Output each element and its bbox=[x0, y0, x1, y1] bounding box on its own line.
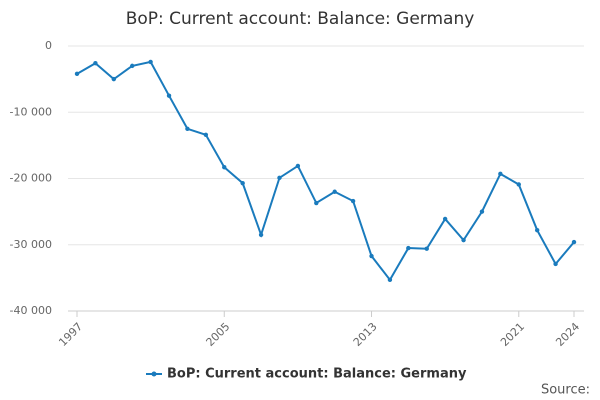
point bbox=[534, 227, 540, 233]
x-tick-label: 2024 bbox=[553, 320, 582, 349]
point bbox=[387, 277, 393, 283]
point bbox=[203, 132, 209, 137]
point bbox=[314, 200, 319, 206]
point bbox=[406, 245, 411, 251]
chart-title: BoP: Current account: Balance: Germany bbox=[126, 9, 475, 29]
line bbox=[76, 60, 575, 282]
y-tick-label: -10 000 bbox=[10, 105, 52, 118]
point bbox=[222, 165, 227, 170]
point bbox=[571, 239, 577, 245]
y-tick-label: -40 000 bbox=[10, 304, 52, 317]
point bbox=[111, 76, 117, 82]
point bbox=[74, 71, 80, 77]
point bbox=[332, 189, 337, 194]
point bbox=[424, 246, 429, 251]
y-tick-label: 0 bbox=[45, 39, 52, 52]
y-tick-label: -20 000 bbox=[10, 172, 52, 185]
y-tick-label: -30 000 bbox=[10, 238, 52, 251]
x-tick-label: 2005 bbox=[204, 320, 233, 349]
x-tick-label: 2021 bbox=[498, 320, 527, 349]
point bbox=[479, 209, 485, 214]
point bbox=[240, 180, 245, 186]
point bbox=[277, 175, 282, 181]
legend-label: BoP: Current account: Balance: Germany bbox=[167, 367, 467, 382]
point bbox=[185, 126, 190, 132]
source: Source: bbox=[541, 383, 590, 398]
point bbox=[369, 253, 374, 259]
point bbox=[166, 93, 172, 98]
point bbox=[148, 59, 153, 65]
point bbox=[516, 182, 521, 187]
point bbox=[93, 61, 98, 66]
point bbox=[461, 237, 466, 243]
x-tick-label: 1997 bbox=[56, 320, 85, 349]
x-tick-label: 2013 bbox=[351, 320, 380, 349]
point bbox=[442, 216, 448, 222]
point bbox=[258, 232, 264, 238]
point bbox=[350, 198, 356, 204]
point bbox=[295, 163, 301, 169]
point bbox=[498, 171, 503, 177]
legend-marker bbox=[151, 371, 157, 377]
point bbox=[130, 63, 135, 69]
point bbox=[553, 261, 558, 267]
